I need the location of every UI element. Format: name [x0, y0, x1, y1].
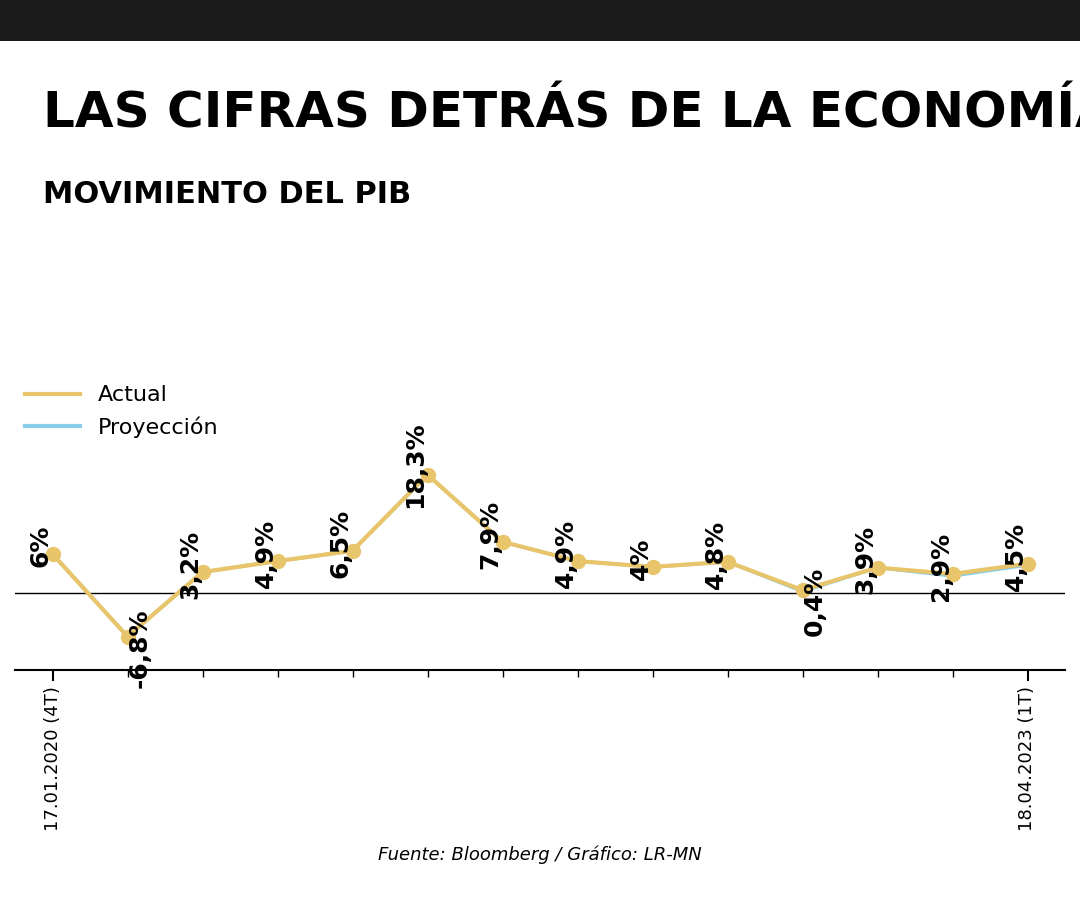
- Text: 6,5%: 6,5%: [328, 508, 352, 578]
- Text: 4,9%: 4,9%: [254, 518, 278, 588]
- Text: 4,5%: 4,5%: [1003, 521, 1027, 590]
- Text: 4,9%: 4,9%: [554, 518, 578, 588]
- Text: MOVIMIENTO DEL PIB: MOVIMIENTO DEL PIB: [43, 180, 411, 209]
- Text: 3,2%: 3,2%: [178, 530, 203, 599]
- Text: 2,9%: 2,9%: [929, 532, 953, 601]
- Text: 7,9%: 7,9%: [478, 500, 502, 569]
- Text: 4%: 4%: [629, 538, 652, 580]
- Text: 4,8%: 4,8%: [703, 519, 728, 589]
- Text: -6,8%: -6,8%: [127, 608, 151, 688]
- Text: 3,9%: 3,9%: [853, 526, 877, 594]
- Text: 0,4%: 0,4%: [802, 567, 826, 636]
- Legend: Actual, Proyección: Actual, Proyección: [15, 376, 228, 447]
- Text: LAS CIFRAS DETRÁS DE LA ECONOMÍA CHINA: LAS CIFRAS DETRÁS DE LA ECONOMÍA CHINA: [43, 90, 1080, 138]
- Text: Fuente: Bloomberg / Gráfico: LR-MN: Fuente: Bloomberg / Gráfico: LR-MN: [378, 845, 702, 864]
- Text: 18,3%: 18,3%: [404, 422, 428, 508]
- Text: 6%: 6%: [28, 525, 53, 568]
